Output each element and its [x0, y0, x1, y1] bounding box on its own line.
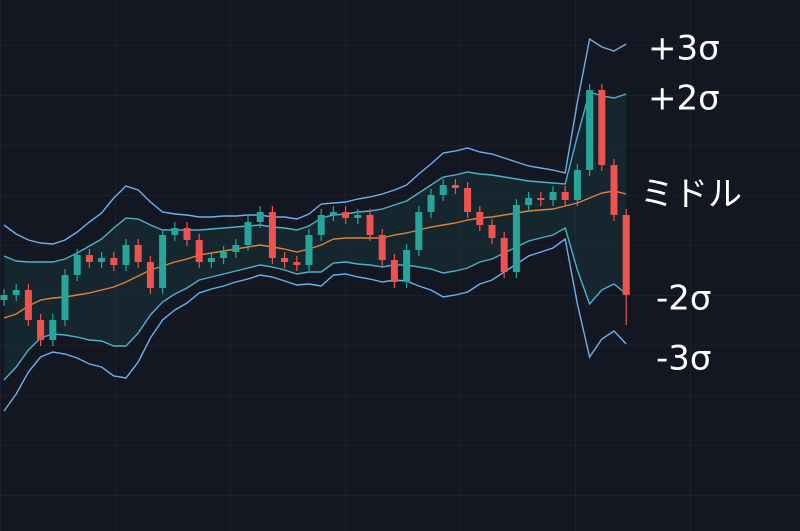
candle-body — [427, 195, 435, 212]
candle-body — [207, 258, 215, 262]
candle-body — [98, 258, 106, 262]
candle-body — [451, 185, 459, 188]
candle-body — [183, 228, 191, 240]
candle-body — [220, 252, 228, 258]
candle-body — [476, 212, 484, 225]
band-label: -2σ — [656, 279, 711, 319]
candle-body — [354, 215, 362, 218]
candle-body — [488, 225, 496, 238]
candle-body — [537, 198, 545, 200]
candle-body — [525, 198, 533, 205]
candle-body — [171, 228, 179, 235]
candle-body — [500, 238, 508, 272]
candle-body — [305, 235, 313, 265]
band-label: ミドル — [640, 175, 742, 215]
candle-body — [610, 165, 618, 215]
candle-body — [0, 295, 8, 300]
candle-body — [195, 240, 203, 262]
candle-body — [598, 90, 606, 165]
candle-body — [415, 212, 423, 250]
candle-body — [342, 212, 350, 218]
candle-body — [122, 245, 130, 265]
band-label: +3σ — [648, 29, 720, 69]
candle-body — [146, 262, 154, 288]
candle-body — [281, 258, 289, 262]
candle-body — [61, 275, 69, 320]
candle-body — [293, 262, 301, 265]
candle-body — [24, 290, 32, 320]
candle-body — [622, 215, 630, 295]
candle-body — [366, 215, 374, 235]
candle-body — [268, 212, 276, 258]
band-label: +2σ — [648, 79, 720, 119]
band-line — [3, 91, 627, 263]
candle-body — [549, 192, 557, 200]
candle-body — [586, 90, 594, 170]
band-label: -3σ — [656, 339, 711, 379]
candle-body — [439, 185, 447, 195]
candle-body — [244, 222, 252, 245]
candle-body — [73, 255, 81, 275]
candle-body — [232, 245, 240, 252]
candle-body — [49, 320, 57, 340]
candle-body — [134, 245, 142, 262]
band-fill — [4, 92, 627, 380]
band-line — [3, 37, 627, 245]
candle-body — [12, 290, 20, 295]
candle-body — [256, 212, 264, 222]
candle-body — [561, 192, 569, 200]
candle-body — [390, 260, 398, 282]
candle-body — [512, 205, 520, 272]
candle-body — [329, 212, 337, 215]
candle-body — [317, 215, 325, 235]
candle-body — [159, 235, 167, 288]
candle-body — [403, 250, 411, 282]
candle-body — [378, 235, 386, 260]
candle-body — [110, 258, 118, 265]
candle-body — [464, 188, 472, 212]
candle-body — [85, 255, 93, 262]
band-line — [3, 226, 627, 381]
band-line — [3, 237, 627, 412]
candle-body — [573, 170, 581, 200]
candle-body — [37, 320, 45, 340]
band-line — [3, 190, 627, 319]
